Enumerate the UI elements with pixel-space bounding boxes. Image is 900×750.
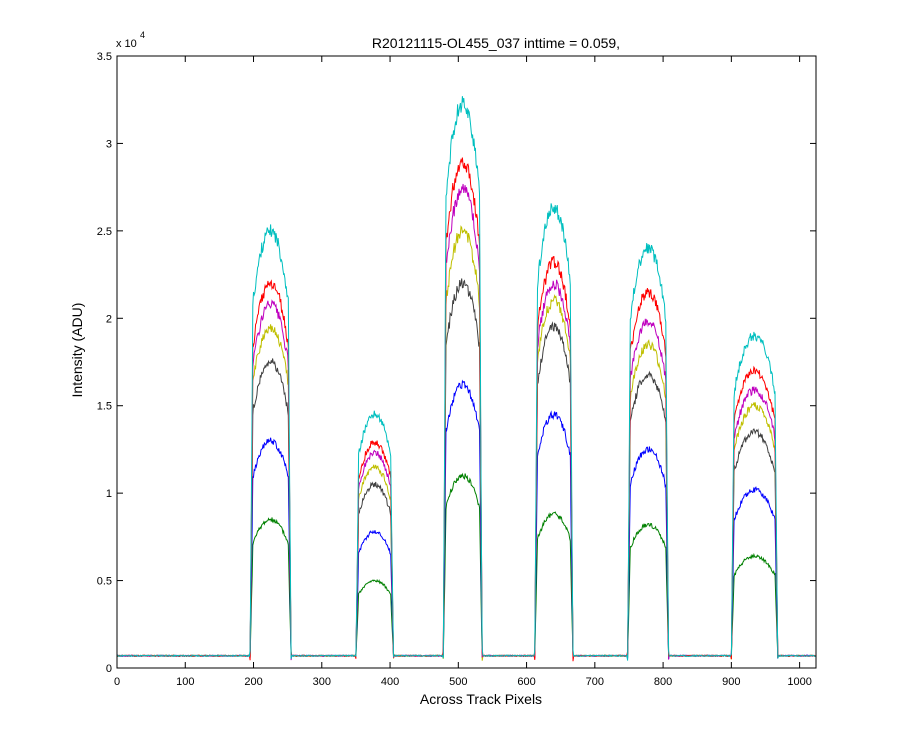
- plot-area: [117, 56, 816, 668]
- x-tick-label: 1000: [787, 676, 811, 688]
- x-tick-label: 500: [449, 676, 467, 688]
- x-tick-label: 600: [517, 676, 535, 688]
- series-line-0: [116, 96, 817, 661]
- series-layer: [116, 96, 817, 662]
- y-tick-label: 2: [106, 313, 112, 325]
- x-tick-label: 700: [586, 676, 604, 688]
- plot-frame: [116, 55, 817, 669]
- y-tick-label: 3.5: [97, 51, 112, 63]
- y-tick-label: 3: [106, 138, 112, 150]
- x-tick-label: 0: [114, 676, 120, 688]
- y-exponent-label: x 10: [116, 38, 137, 50]
- x-tick-label: 900: [722, 676, 740, 688]
- x-axis-label: Across Track Pixels: [420, 691, 542, 707]
- y-axis-label: Intensity (ADU): [69, 303, 85, 398]
- chart-title: R20121115-OL455_037 inttime = 0.059,: [372, 35, 620, 51]
- y-tick-label: 1: [106, 488, 112, 500]
- y-tick-label: 0: [106, 663, 112, 675]
- x-tick-label: 300: [313, 676, 331, 688]
- y-tick-label: 2.5: [97, 226, 112, 238]
- x-tick-label: 200: [244, 676, 262, 688]
- x-tick-label: 800: [654, 676, 672, 688]
- x-axis-ticks: 0 100 200 300 400 500 600 700 800 900 1000: [114, 56, 812, 688]
- y-exponent-value: 4: [140, 30, 145, 40]
- y-tick-label: 0.5: [97, 576, 112, 588]
- x-tick-label: 400: [381, 676, 399, 688]
- y-axis-ticks: 0 0.5 1 1.5 2 2.5 3 3.5: [97, 51, 816, 675]
- y-tick-label: 1.5: [97, 401, 112, 413]
- x-tick-label: 100: [176, 676, 194, 688]
